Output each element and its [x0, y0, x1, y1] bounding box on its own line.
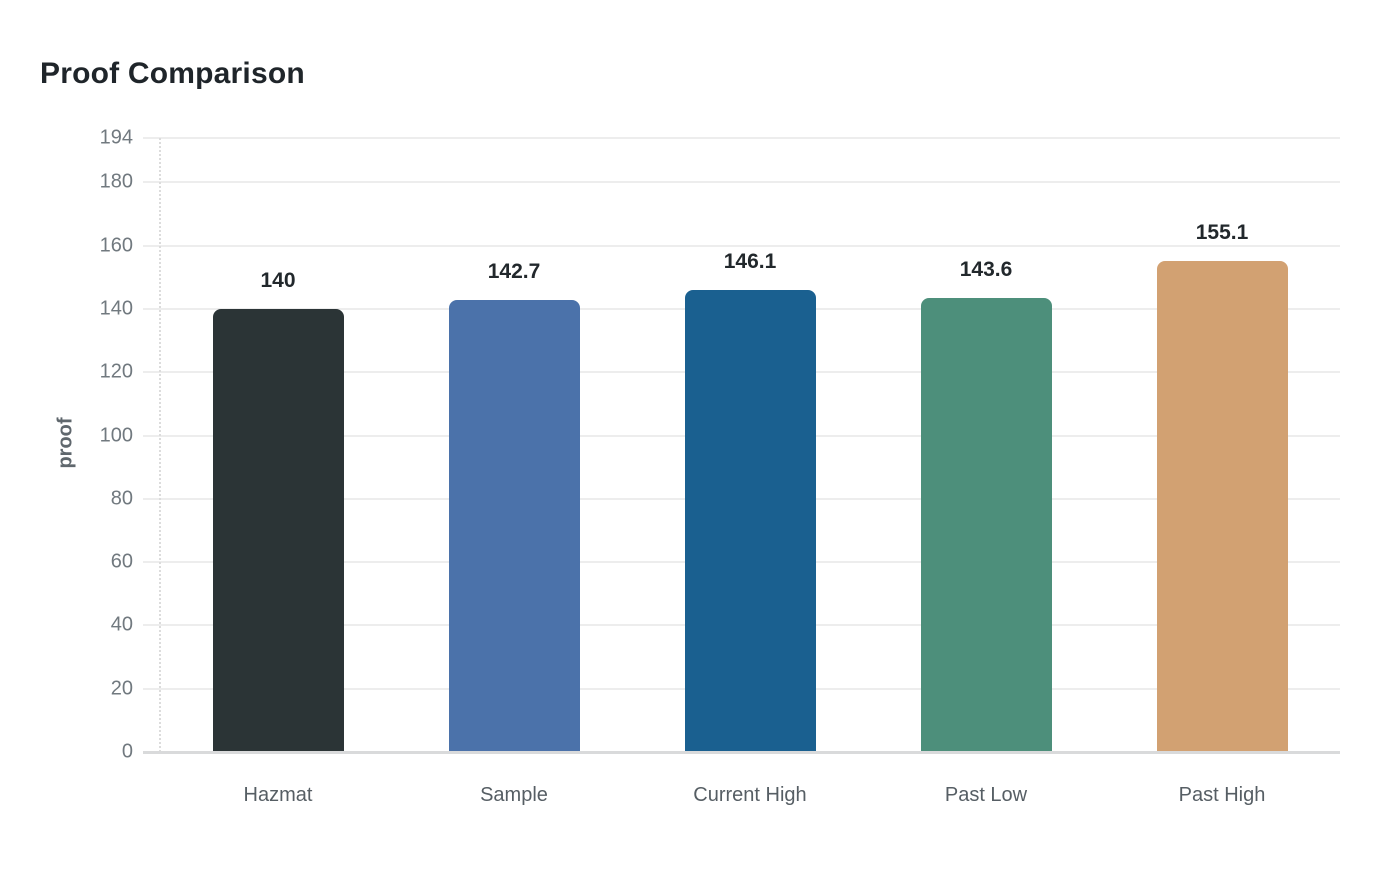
bar-value-label: 142.7 — [487, 260, 541, 284]
y-tick-label: 194 — [99, 126, 133, 149]
y-tick-label: 140 — [99, 297, 133, 320]
y-tick-label: 100 — [99, 424, 133, 446]
chart-title: Proof Comparison — [40, 57, 305, 90]
x-axis-label-past-low: Past Low — [944, 784, 1028, 806]
x-axis-label-current-high: Current High — [693, 784, 807, 806]
gridline — [143, 244, 1340, 247]
y-tick-label: 180 — [99, 170, 133, 193]
gridline — [143, 181, 1340, 184]
x-axis-label-sample: Sample — [480, 784, 548, 806]
y-tick-label: 60 — [110, 550, 133, 573]
bar-value-label: 143.6 — [959, 257, 1013, 281]
y-tick-label: 80 — [110, 487, 133, 510]
y-tick-label: 0 — [121, 740, 133, 763]
bar-value-label: 146.1 — [723, 249, 777, 273]
x-axis-label-hazmat: Hazmat — [243, 784, 313, 806]
y-tick-label: 160 — [99, 234, 133, 257]
y-tick-label: 40 — [110, 613, 133, 636]
bar-sample[interactable] — [448, 300, 580, 752]
y-tick-label: 120 — [99, 360, 133, 383]
bar-past-low[interactable] — [920, 297, 1052, 752]
bar-past-high[interactable] — [1156, 261, 1288, 752]
bar-value-label: 155.1 — [1195, 221, 1249, 245]
y-axis-line — [159, 138, 161, 752]
bar-hazmat[interactable] — [212, 308, 344, 752]
x-axis-label-past-high: Past High — [1178, 784, 1266, 806]
gridline — [143, 137, 1340, 139]
bar-value-label: 140 — [260, 268, 296, 292]
y-tick-label: 20 — [110, 677, 133, 700]
x-axis-line — [143, 751, 1340, 754]
bar-current-high[interactable] — [684, 289, 816, 752]
